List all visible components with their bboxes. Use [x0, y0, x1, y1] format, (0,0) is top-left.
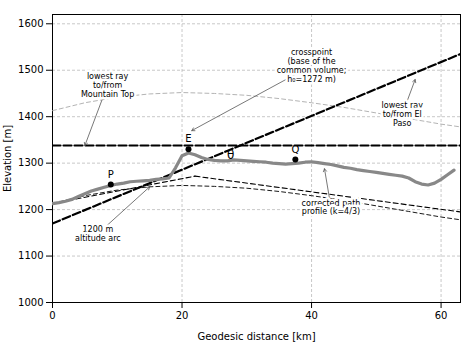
svg-text:60: 60	[435, 310, 448, 321]
svg-text:Geodesic distance [km]: Geodesic distance [km]	[197, 331, 315, 342]
svg-text:Q: Q	[291, 144, 299, 155]
svg-text:θ: θ	[227, 148, 234, 162]
svg-text:1000: 1000	[18, 297, 43, 308]
svg-text:1600: 1600	[18, 18, 43, 29]
svg-text:crosspoint(base of thecommon v: crosspoint(base of thecommon volume;h₀=1…	[277, 48, 347, 83]
svg-text:1100: 1100	[18, 250, 43, 261]
svg-text:1200 maltitude arc: 1200 maltitude arc	[75, 225, 121, 243]
svg-text:Elevation [m]: Elevation [m]	[2, 125, 13, 192]
svg-text:P: P	[108, 169, 114, 180]
svg-text:0: 0	[49, 310, 55, 321]
svg-text:lowest rayto/from ElPaso: lowest rayto/from ElPaso	[382, 101, 424, 128]
svg-text:1200: 1200	[18, 204, 43, 215]
svg-text:1400: 1400	[18, 111, 43, 122]
svg-text:1500: 1500	[18, 64, 43, 75]
svg-text:20: 20	[176, 310, 189, 321]
svg-text:E: E	[185, 133, 191, 144]
svg-text:corrected pathprofile (k=4/3): corrected pathprofile (k=4/3)	[302, 199, 361, 217]
svg-text:40: 40	[305, 310, 318, 321]
svg-text:lowest rayto/fromMountain Top: lowest rayto/fromMountain Top	[81, 72, 134, 99]
svg-text:1300: 1300	[18, 157, 43, 168]
